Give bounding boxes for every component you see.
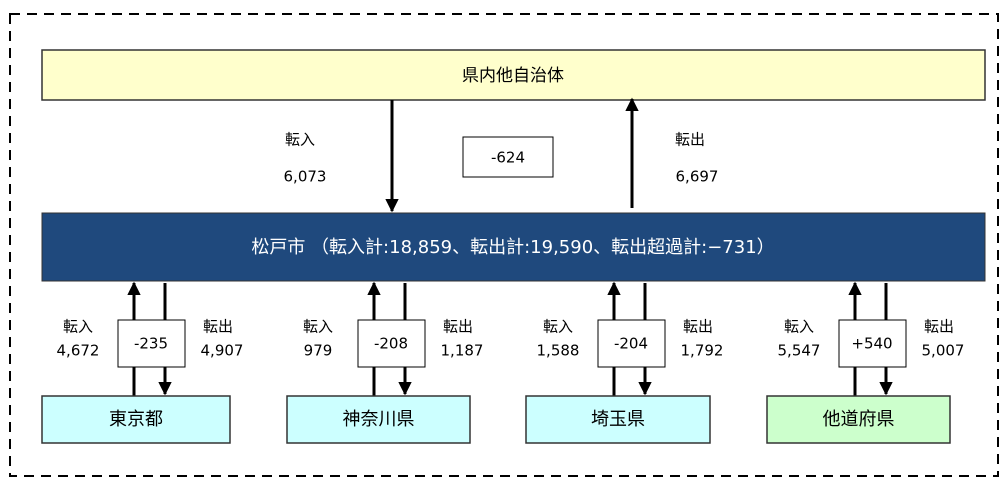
region-name: 他道府県 (823, 409, 895, 430)
net-box (597, 319, 666, 368)
in-label: 転入 (285, 131, 315, 149)
net-value: -208 (374, 335, 408, 353)
out-value: 1,187 (441, 342, 484, 360)
in-value: 5,547 (778, 342, 821, 360)
region-box (41, 395, 231, 444)
header-box (41, 49, 986, 101)
region-box (286, 395, 471, 444)
net-box (462, 136, 554, 178)
out-value: 4,907 (201, 342, 244, 360)
out-value: 1,792 (681, 342, 724, 360)
region-name: 東京都 (109, 409, 163, 430)
region-box (766, 395, 951, 444)
net-value: -204 (614, 335, 648, 353)
region-box (525, 395, 711, 444)
in-value: 979 (304, 342, 333, 360)
out-label: 転出 (443, 318, 473, 336)
region-name: 埼玉県 (591, 409, 645, 430)
out-label: 転出 (675, 131, 705, 149)
out-value: 5,007 (922, 342, 965, 360)
out-label: 転出 (203, 318, 233, 336)
in-label: 転入 (63, 318, 93, 336)
net-box (117, 319, 186, 368)
region-name: 神奈川県 (343, 409, 415, 430)
net-value: -624 (491, 149, 525, 167)
in-value: 6,073 (284, 168, 327, 186)
city-bar (41, 212, 986, 282)
out-label: 転出 (924, 318, 954, 336)
regions: -235 転入 4,672 転出 4,907 東京都 -208 転入 979 転出 1,187 神奈川… (41, 281, 965, 444)
net-box (357, 319, 426, 368)
in-label: 転入 (303, 318, 333, 336)
net-value: -235 (134, 335, 168, 353)
in-value: 4,672 (57, 342, 100, 360)
in-label: 転入 (784, 318, 814, 336)
city-label: 松戸市 （転入計:18,859、転出計:19,590、転出超過計:−731） (251, 237, 774, 258)
out-label: 転出 (683, 318, 713, 336)
net-box (838, 319, 907, 368)
dashed-frame (9, 13, 999, 477)
in-label: 転入 (543, 318, 573, 336)
header-label: 県内他自治体 (462, 66, 564, 86)
net-value: +540 (851, 335, 892, 353)
out-value: 6,697 (676, 168, 719, 186)
in-value: 1,588 (537, 342, 580, 360)
